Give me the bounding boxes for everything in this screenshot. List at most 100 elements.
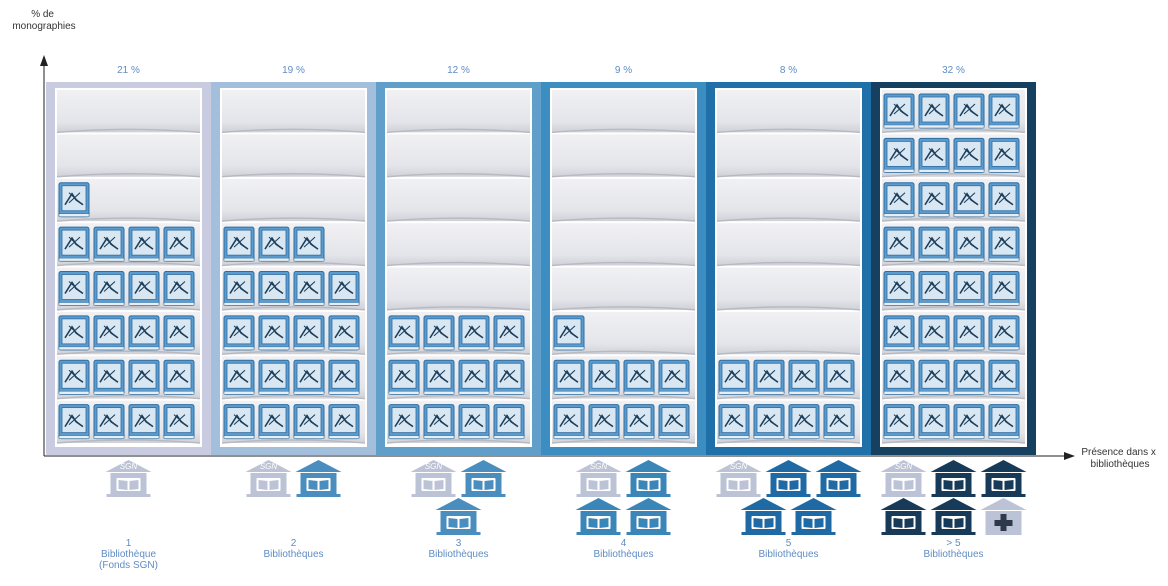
shelf-edge xyxy=(881,350,1026,355)
shelf-edge xyxy=(716,173,861,178)
book-edge xyxy=(918,346,950,351)
book-edge xyxy=(988,257,1020,262)
shelf xyxy=(552,178,695,222)
library-base xyxy=(411,494,456,497)
book-hammers xyxy=(763,369,776,381)
book-icon xyxy=(988,226,1020,262)
sgn-library-icon: SGN xyxy=(105,460,152,497)
shelf-edge xyxy=(716,217,861,222)
book-edge xyxy=(623,435,655,439)
book-edge xyxy=(388,435,420,439)
book-hammers xyxy=(833,369,846,381)
book-edge xyxy=(953,124,985,129)
book-edge xyxy=(988,346,1020,351)
book-hammers xyxy=(833,414,846,426)
library-roof xyxy=(435,498,482,510)
book-hammers xyxy=(798,414,811,426)
book-hammers xyxy=(268,414,281,426)
book-icon xyxy=(58,226,90,262)
library-roof xyxy=(880,460,927,472)
book-icon xyxy=(58,404,90,440)
shelf-edge xyxy=(551,217,696,222)
plus-horizontal xyxy=(994,520,1013,526)
book-icon xyxy=(163,226,195,262)
library-book-icon xyxy=(588,480,609,490)
book-icon xyxy=(163,271,195,306)
book-edge xyxy=(328,435,360,439)
library-base xyxy=(791,532,836,535)
book-edge xyxy=(58,213,90,217)
book-icon xyxy=(988,315,1020,351)
sgn-label: SGN xyxy=(730,462,748,471)
book-hammers xyxy=(503,369,516,381)
y-axis-label-line1: % de xyxy=(31,9,54,20)
book-edge xyxy=(293,257,325,262)
shelf-edge xyxy=(716,128,861,134)
shelf-edge xyxy=(881,261,1026,267)
book-hammers xyxy=(103,414,116,426)
book-icon xyxy=(423,315,455,351)
sgn-library-icon: SGN xyxy=(245,460,292,497)
library-base xyxy=(766,494,811,497)
book-edge xyxy=(128,391,160,395)
book-hammers xyxy=(303,236,316,248)
shelf-edge xyxy=(881,173,1026,178)
book-hammers xyxy=(68,369,81,381)
columns: 21 % 19 % 12 % 9 % 8 % 32 % xyxy=(46,65,1036,455)
library-icon xyxy=(930,460,977,497)
shelf xyxy=(57,90,200,133)
book-edge xyxy=(223,302,255,306)
book-edge xyxy=(128,257,160,262)
book-icon xyxy=(953,93,985,129)
book-hammers xyxy=(963,325,976,337)
book-icon xyxy=(988,404,1020,440)
book-edge xyxy=(258,302,290,306)
shelf-edge xyxy=(386,350,531,355)
book-edge xyxy=(293,391,325,395)
library-group: SGN xyxy=(410,460,507,535)
category-name: Bibliothèques xyxy=(593,549,653,560)
book-hammers xyxy=(68,192,81,204)
sgn-library-icon: SGN xyxy=(410,460,457,497)
shelf xyxy=(552,90,695,133)
book-edge xyxy=(883,169,915,173)
book-hammers xyxy=(233,281,246,292)
shelf-edge xyxy=(221,173,366,178)
book-page xyxy=(886,318,912,345)
shelf xyxy=(717,267,860,310)
book-hammers xyxy=(338,414,351,426)
library-roof xyxy=(790,498,837,510)
book-icon xyxy=(328,271,360,306)
book-edge xyxy=(953,435,985,439)
book-edge xyxy=(883,346,915,351)
book-icon xyxy=(58,271,90,306)
book-hammers xyxy=(338,369,351,381)
library-icon xyxy=(880,498,927,535)
shelf-edge xyxy=(221,217,366,222)
book-hammers xyxy=(928,147,941,159)
book-edge xyxy=(493,346,525,351)
book-edge xyxy=(753,391,785,395)
book-icon xyxy=(223,271,255,306)
book-icon xyxy=(883,93,915,129)
book-icon xyxy=(458,404,490,440)
library-book-icon xyxy=(473,480,494,490)
book-icon xyxy=(93,315,125,351)
book-icon xyxy=(883,271,915,306)
book-icon xyxy=(918,359,950,395)
book-edge xyxy=(223,435,255,439)
book-hammers xyxy=(433,369,446,381)
book-hammers xyxy=(268,369,281,381)
book-icon xyxy=(788,359,820,395)
book-hammers xyxy=(928,281,941,292)
column: 19 % xyxy=(211,65,376,455)
book-icon xyxy=(753,359,785,395)
book-edge xyxy=(223,257,255,262)
shelf-edge xyxy=(386,128,531,134)
book-icon xyxy=(423,359,455,395)
library-icon xyxy=(790,498,837,535)
book-hammers xyxy=(303,325,316,337)
book-hammers xyxy=(928,414,941,426)
book-hammers xyxy=(633,369,646,381)
shelf-edge xyxy=(56,217,201,222)
